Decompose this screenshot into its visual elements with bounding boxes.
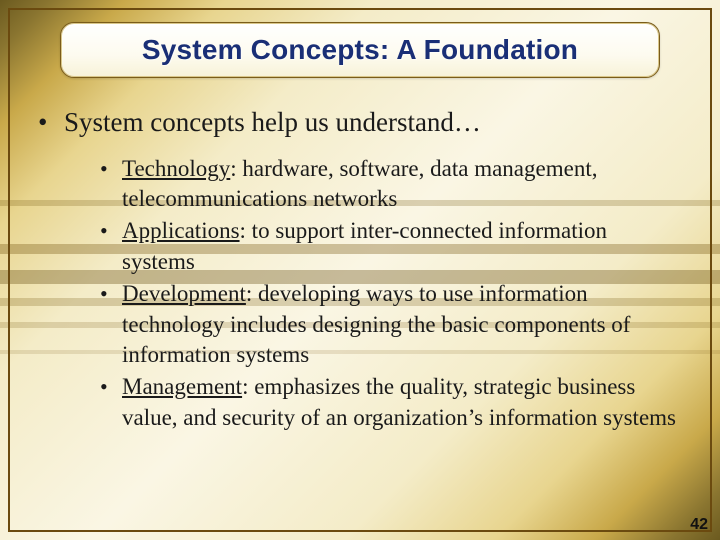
bullet-text: Development: developing ways to use info… (122, 279, 680, 370)
slide: System Concepts: A Foundation • System c… (0, 0, 720, 540)
sub-bullet-list: • Technology: hardware, software, data m… (100, 154, 680, 433)
bullet-level2: • Applications: to support inter-connect… (100, 216, 680, 277)
content-area: • System concepts help us understand… • … (36, 106, 680, 500)
bullet-marker: • (100, 216, 122, 245)
bullet-marker: • (100, 154, 122, 183)
page-number: 42 (690, 516, 708, 534)
intro-text: System concepts help us understand… (64, 106, 680, 140)
bullet-text: Applications: to support inter-connected… (122, 216, 680, 277)
bullet-term: Management (122, 374, 242, 399)
bullet-text: Technology: hardware, software, data man… (122, 154, 680, 215)
bullet-term: Applications (122, 218, 240, 243)
bullet-level2: • Development: developing ways to use in… (100, 279, 680, 370)
bullet-marker: • (100, 372, 122, 401)
bullet-level2: • Management: emphasizes the quality, st… (100, 372, 680, 433)
bullet-level2: • Technology: hardware, software, data m… (100, 154, 680, 215)
bullet-term: Technology (122, 156, 230, 181)
title-box: System Concepts: A Foundation (60, 22, 660, 78)
bullet-level1: • System concepts help us understand… (36, 106, 680, 140)
bullet-marker: • (100, 279, 122, 308)
slide-title: System Concepts: A Foundation (142, 34, 578, 66)
bullet-term: Development (122, 281, 246, 306)
bullet-text: Management: emphasizes the quality, stra… (122, 372, 680, 433)
bullet-marker: • (36, 106, 64, 140)
